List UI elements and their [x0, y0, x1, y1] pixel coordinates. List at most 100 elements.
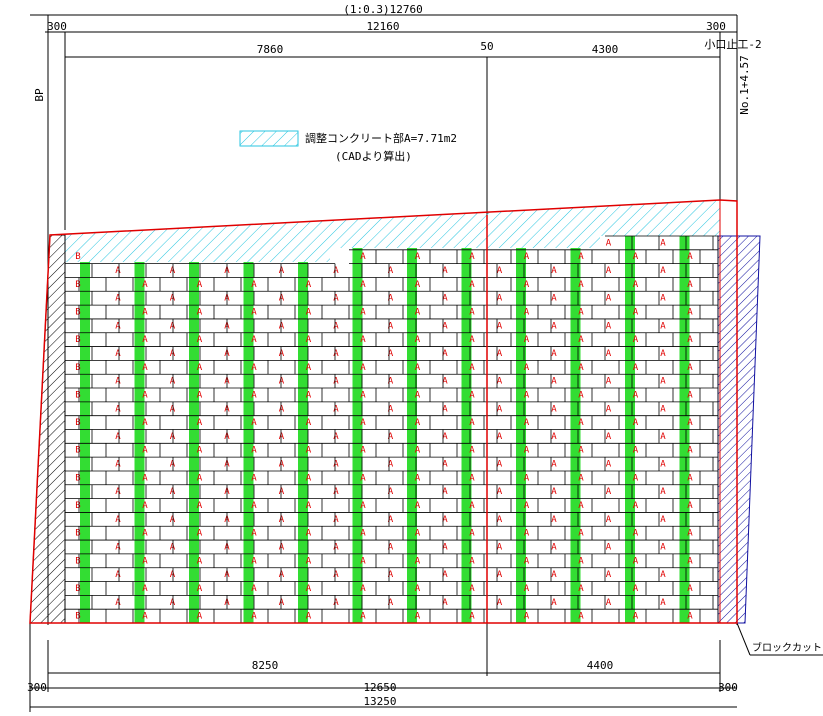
block-label-a: A [687, 584, 693, 594]
block-label-a: A [442, 377, 448, 387]
block-label-a: A [606, 460, 612, 470]
block-label-a: A [633, 612, 639, 622]
block-label-a: A [551, 404, 557, 414]
block-label-a: A [251, 418, 257, 428]
block-label-a: A [251, 612, 257, 622]
block-label-a: A [279, 349, 285, 359]
block-label-a: A [306, 473, 312, 483]
block-label-a: A [360, 501, 366, 511]
block-label-a: A [279, 321, 285, 331]
block-label-a: A [633, 529, 639, 539]
block-label-b: B [75, 252, 80, 262]
block-label-a: A [251, 390, 257, 400]
block-label-a: A [469, 556, 475, 566]
block-label-a: A [279, 460, 285, 470]
block-label-a: A [251, 363, 257, 373]
block-label-a: A [578, 473, 584, 483]
block-label-a: A [415, 556, 421, 566]
block-label-a: A [633, 390, 639, 400]
block-label-a: A [687, 280, 693, 290]
block-label-a: A [524, 308, 530, 318]
block-label-a: A [578, 280, 584, 290]
block-label-a: A [606, 515, 612, 525]
block-label-a: A [469, 390, 475, 400]
block-label-a: A [306, 446, 312, 456]
block-label-a: A [551, 542, 557, 552]
block-label-a: A [197, 363, 203, 373]
block-label-a: A [197, 446, 203, 456]
block-label-a: A [306, 612, 312, 622]
block-label-a: A [442, 294, 448, 304]
block-label-a: A [142, 390, 148, 400]
block-label-a: A [687, 446, 693, 456]
block-label-a: A [142, 335, 148, 345]
block-label-a: A [606, 377, 612, 387]
block-label-a: A [197, 280, 203, 290]
block-label-a: A [142, 501, 148, 511]
block-label-a: A [469, 418, 475, 428]
block-label-a: A [633, 473, 639, 483]
dim-top-span: 12160 [366, 20, 399, 33]
block-label-a: A [606, 294, 612, 304]
green-strip [407, 248, 417, 623]
block-label-a: A [142, 280, 148, 290]
block-label-a: A [251, 446, 257, 456]
block-label-a: A [415, 418, 421, 428]
block-label-a: A [251, 529, 257, 539]
block-label-a: A [469, 473, 475, 483]
block-label-a: A [360, 363, 366, 373]
block-label-a: A [142, 363, 148, 373]
block-label-a: A [578, 584, 584, 594]
block-label-a: A [687, 529, 693, 539]
block-label-a: A [142, 584, 148, 594]
block-label-a: A [497, 349, 503, 359]
block-label-a: A [660, 266, 666, 276]
block-label-a: A [633, 308, 639, 318]
legend-note: (CADより算出) [335, 149, 412, 163]
green-strip [516, 248, 526, 623]
block-label-a: A [251, 335, 257, 345]
block-label-a: A [360, 390, 366, 400]
block-label-a: A [578, 363, 584, 373]
block-label-a: A [442, 570, 448, 580]
dim-gap: 50 [480, 40, 493, 53]
block-label-b: B [75, 335, 80, 345]
block-label-a: A [197, 308, 203, 318]
block-label-a: A [524, 529, 530, 539]
green-strip [134, 262, 145, 623]
block-label-a: A [197, 473, 203, 483]
block-label-a: A [633, 446, 639, 456]
dim-bottom-span: 12650 [363, 681, 396, 694]
block-label-a: A [524, 252, 530, 262]
block-label-a: A [687, 363, 693, 373]
block-label-a: A [442, 515, 448, 525]
block-label-a: A [469, 252, 475, 262]
block-label-a: A [306, 529, 312, 539]
block-label-a: A [660, 515, 666, 525]
wall-outline [29, 199, 738, 624]
block-label-a: A [333, 487, 339, 497]
block-label-a: A [578, 252, 584, 262]
block-label-a: A [578, 308, 584, 318]
legend-swatch [239, 130, 299, 147]
block-label-a: A [606, 487, 612, 497]
dim-left-part: 7860 [257, 43, 284, 56]
block-label-a: A [442, 487, 448, 497]
block-label-a: A [606, 266, 612, 276]
block-label-a: A [497, 598, 503, 608]
block-label-a: A [469, 335, 475, 345]
block-label-a: A [360, 612, 366, 622]
block-label-a: A [142, 308, 148, 318]
block-label-a: A [360, 446, 366, 456]
block-label-a: A [197, 390, 203, 400]
block-label-b: B [75, 280, 80, 290]
block-label-a: A [279, 404, 285, 414]
block-label-a: A [497, 294, 503, 304]
block-label-a: A [415, 612, 421, 622]
block-label-a: A [497, 487, 503, 497]
block-label-a: A [660, 321, 666, 331]
block-label-a: A [197, 612, 203, 622]
block-label-a: A [497, 266, 503, 276]
block-wall: A A B A A A A A A A A A A A A A A A A A A B A A A A A A A A A A A A A A A A A A… [65, 235, 719, 624]
block-label-a: A [360, 418, 366, 428]
